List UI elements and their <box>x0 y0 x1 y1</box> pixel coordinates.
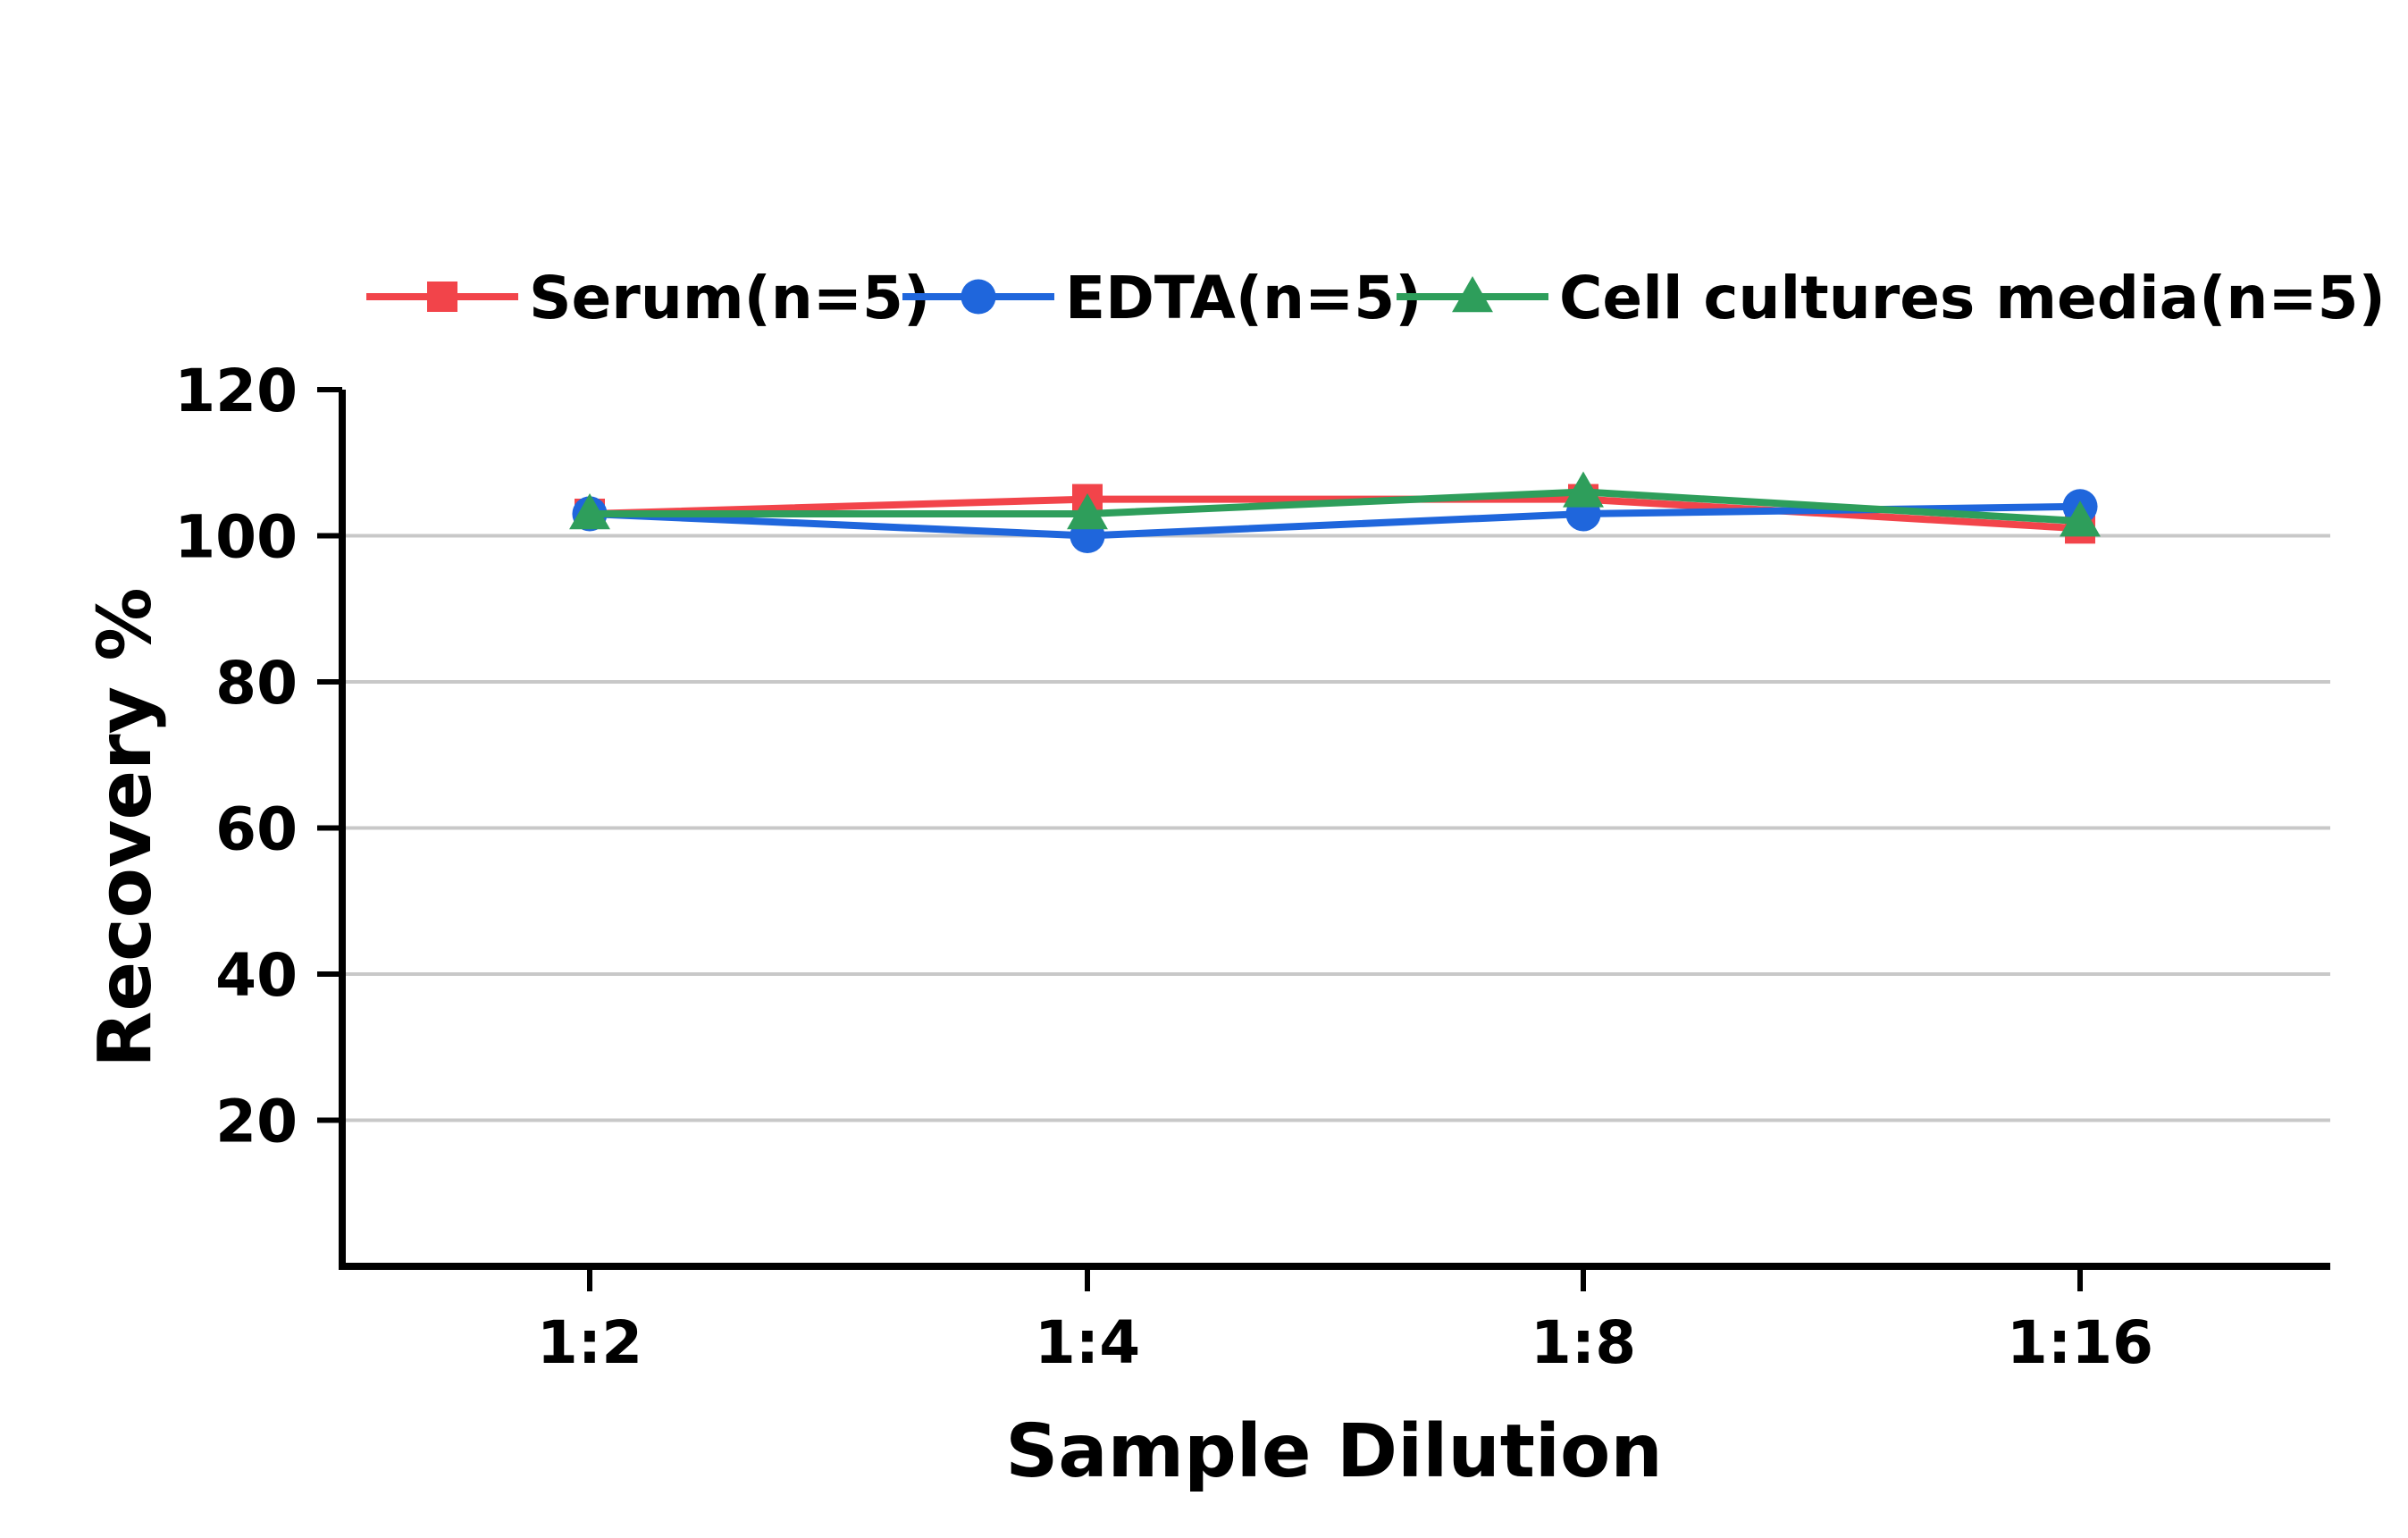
legend-marker-square <box>427 282 457 312</box>
y-tick-label: 120 <box>174 357 298 425</box>
legend-label: Serum(n=5) <box>529 264 930 332</box>
y-tick-label: 20 <box>215 1088 298 1156</box>
x-tick-label: 1:4 <box>1035 1308 1140 1377</box>
series-line-square <box>589 495 2081 533</box>
y-tick-label: 40 <box>215 941 298 1010</box>
x-tick-label: 1:16 <box>2007 1308 2153 1377</box>
series-line-circle <box>589 502 2081 540</box>
y-tick-label: 80 <box>215 649 298 718</box>
y-tick-label: 100 <box>174 503 298 572</box>
legend: Serum(n=5) EDTA(n=5) Cell cultures media(n… <box>366 264 2386 332</box>
series-lines <box>569 471 2101 554</box>
y-axis-title: Recovery % <box>83 587 168 1067</box>
data-point-triangle <box>569 493 610 530</box>
legend-marker-circle <box>961 279 996 315</box>
axes: 20 40 60 80 100 120 1:2 1:4 1:8 1:16 <box>174 357 2330 1377</box>
x-tick-label: 1:8 <box>1531 1308 1636 1377</box>
series-line-triangle <box>590 488 2081 525</box>
legend-label: EDTA(n=5) <box>1065 264 1422 332</box>
gridlines <box>342 534 2330 1122</box>
data-point-triangle <box>1563 471 1604 508</box>
data-point-triangle <box>1067 493 1108 530</box>
x-axis-title: Sample Dilution <box>1005 1409 1662 1494</box>
legend-label: Cell cultures media(n=5) <box>1559 264 2386 332</box>
legend-marker-triangle <box>1452 276 1493 313</box>
data-point-triangle <box>2060 500 2101 537</box>
x-tick-label: 1:2 <box>537 1308 642 1377</box>
y-tick-label: 60 <box>215 795 298 864</box>
